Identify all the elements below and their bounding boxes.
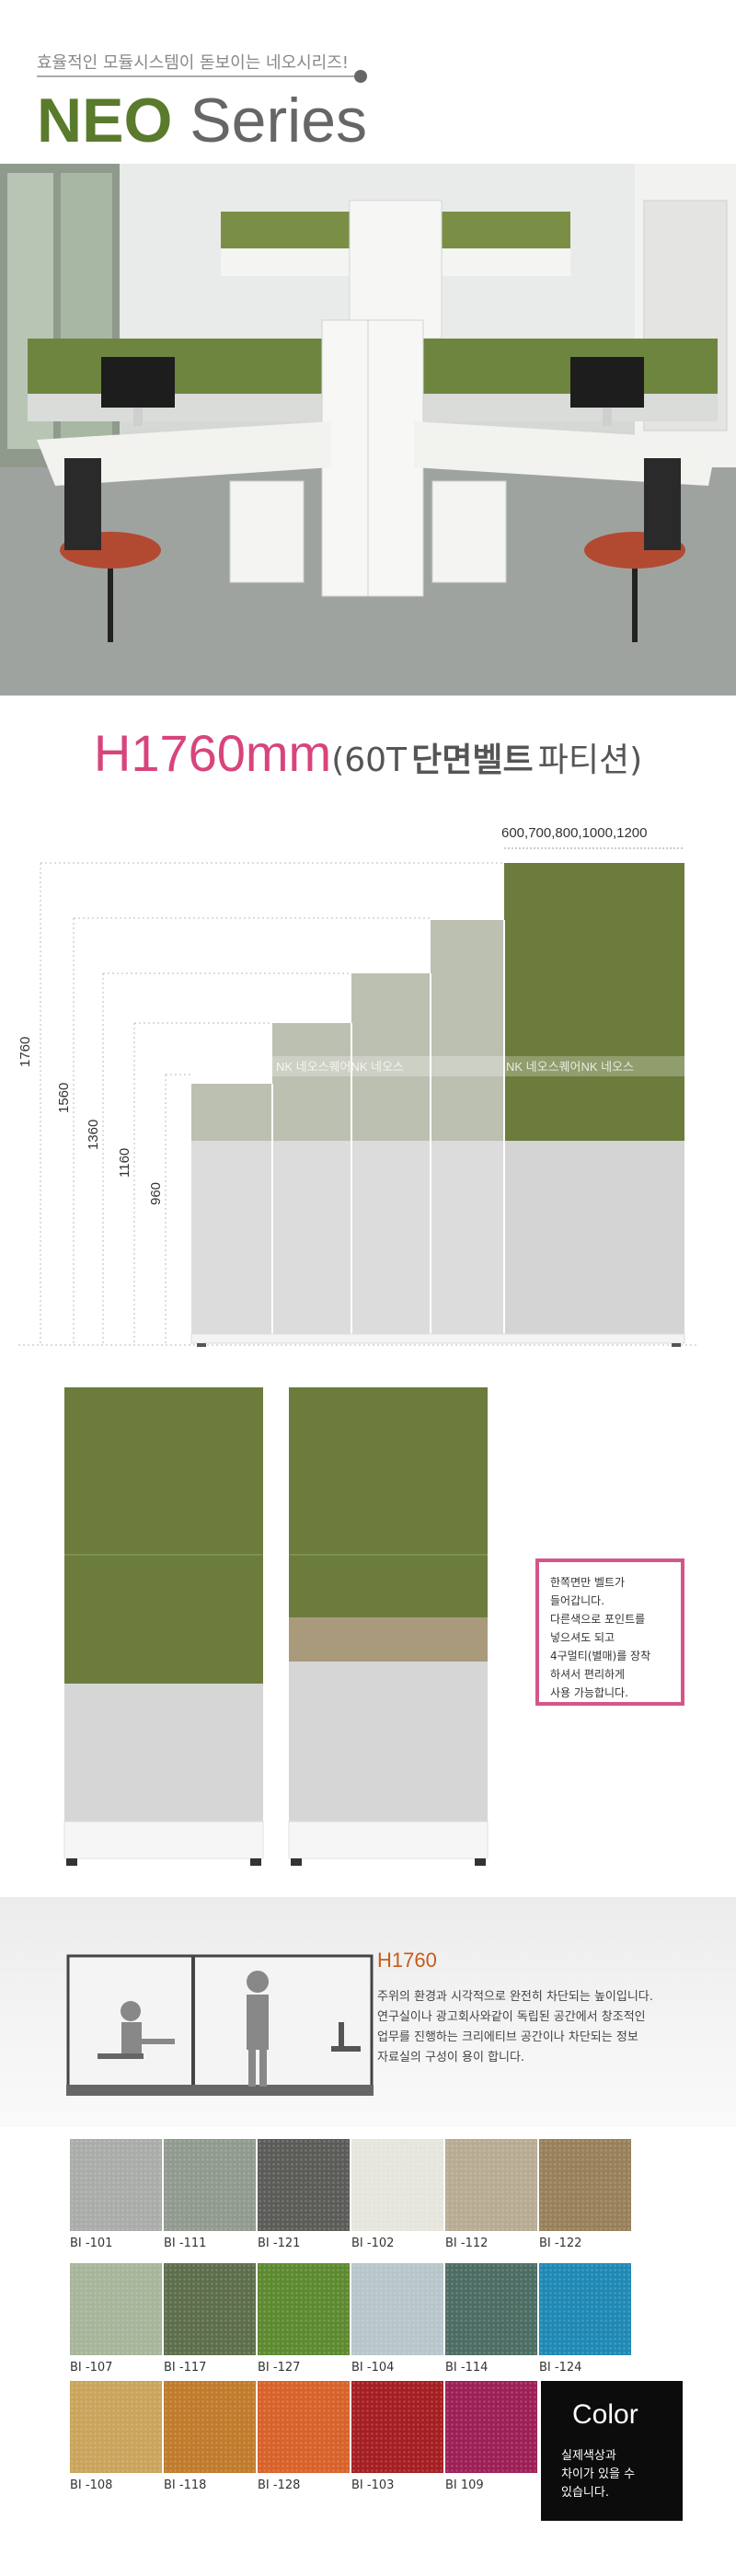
info-line: 업무를 진행하는 크리에티브 공간이나 차단되는 정보 (377, 2030, 638, 2044)
section-title-desc: 단면벨트 (411, 742, 534, 779)
fabric-swatch (445, 2381, 537, 2473)
fabric-swatch (258, 2139, 350, 2231)
fabric-swatch (164, 2263, 256, 2355)
accent-belt (289, 1617, 488, 1662)
section-title-sub: (60T (331, 742, 408, 779)
height-label-1760: 1760 (17, 1037, 33, 1067)
belt-callout: 한쪽면만 벨트가 들어갑니다. 다른색으로 포인트를 넣으셔도 되고 4구멀티(… (535, 1558, 684, 1706)
section-title: H1760mm(60T 단면벨트 파티션) (0, 723, 736, 783)
height-label-960: 960 (148, 1182, 164, 1205)
height-illustration (66, 1954, 374, 2096)
panel-with-belt (288, 1387, 489, 1866)
fabric-swatch (539, 2139, 631, 2231)
fabric-swatch (258, 2381, 350, 2473)
fabric-swatch-code: BI -117 (164, 2361, 207, 2375)
fabric-swatch-code: BI -114 (445, 2361, 489, 2375)
fabric-swatch-code: BI -118 (164, 2478, 207, 2492)
fabric-swatch-code: BI -121 (258, 2237, 301, 2250)
info-line: 자료실의 구성이 용이 합니다. (377, 2051, 525, 2064)
fabric-swatch (70, 2381, 162, 2473)
height-label-1360: 1360 (86, 1120, 101, 1150)
panel-1760-grey (504, 1141, 684, 1334)
callout-line: 들어갑니다. (550, 1594, 605, 1607)
fabric-swatch (539, 2263, 631, 2355)
fabric-swatch (351, 2381, 443, 2473)
belt-comparison-svg (63, 1387, 489, 1866)
fabric-swatch (351, 2263, 443, 2355)
series-title-series: Series (190, 86, 368, 155)
section-title-desc2: 파티션) (537, 742, 643, 779)
panel-base-grey (191, 1141, 504, 1334)
watermark-left: NK 네오스퀘어NK 네오스 (276, 1060, 404, 1074)
page-header: 효율적인 모듈시스템이 돋보이는 네오시리즈! NEO Series (0, 0, 736, 164)
callout-line: 하셔서 편리하게 (550, 1668, 626, 1681)
info-line: 연구실이나 광고회사와같이 독립된 공간에서 창조적인 (377, 2010, 646, 2024)
header-divider (37, 75, 354, 77)
height-label-1560: 1560 (56, 1083, 72, 1113)
callout-line: 사용 가능합니다. (550, 1686, 628, 1699)
belt-comparison (0, 1371, 736, 1895)
color-notice-line: 차이가 있을 수 (561, 2467, 636, 2481)
fabric-swatch-code: BI -128 (258, 2478, 301, 2492)
height-label-1160: 1160 (117, 1148, 132, 1178)
header-tagline: 효율적인 모듈시스템이 돋보이는 네오시리즈! (37, 53, 350, 73)
fabric-swatch-code: BI -104 (351, 2361, 395, 2375)
height-diagram-svg: 600,700,800,1000,1200 1760 1560 1360 116… (17, 825, 699, 1347)
panel-without-belt (63, 1387, 264, 1866)
fabric-swatch-code: BI -108 (70, 2478, 113, 2492)
color-notice-title: Color (572, 2399, 638, 2430)
panel-1760-olive (504, 863, 684, 1141)
height-diagram: 600,700,800,1000,1200 1760 1560 1360 116… (0, 810, 736, 1362)
fabric-swatch-code: BI -103 (351, 2478, 395, 2492)
fabric-swatch-code: BI -127 (258, 2361, 301, 2375)
color-notice-line: 실제색상과 (561, 2449, 616, 2463)
fabric-swatch (445, 2263, 537, 2355)
fabric-swatch-code: BI -124 (539, 2361, 582, 2375)
hero-office-photo (0, 164, 736, 696)
callout-line: 한쪽면만 벨트가 (550, 1576, 626, 1589)
fabric-swatch (445, 2139, 537, 2231)
panel-1160-sage (272, 1023, 351, 1141)
info-title: H1760 (377, 1949, 437, 1972)
color-notice-line: 있습니다. (561, 2486, 609, 2500)
info-line: 주위의 환경과 시각적으로 완전히 차단되는 높이입니다. (377, 1990, 653, 2004)
fabric-swatch (164, 2139, 256, 2231)
color-notice-box: Color 실제색상과 차이가 있을 수 있습니다. (541, 2381, 683, 2521)
fabric-swatch-code: BI -107 (70, 2361, 113, 2375)
callout-line: 4구멀티(별매)를 장착 (550, 1650, 651, 1662)
width-label: 600,700,800,1000,1200 (501, 825, 648, 841)
fabric-swatch-code: BI -102 (351, 2237, 395, 2250)
fabric-swatch-code: BI -122 (539, 2237, 582, 2250)
office-illustration (0, 164, 736, 696)
fabric-swatch (164, 2381, 256, 2473)
series-title-neo: NEO (37, 86, 173, 155)
header-dot (354, 70, 367, 83)
panel-1360-sage (351, 973, 431, 1141)
fabric-swatch-code: BI 109 (445, 2478, 484, 2492)
fabric-swatch-code: BI -111 (164, 2237, 207, 2250)
watermark-right: NK 네오스퀘어NK 네오스 (506, 1060, 634, 1074)
fabric-swatch (70, 2139, 162, 2231)
color-notice-desc: 실제색상과 차이가 있을 수 있습니다. (561, 2447, 676, 2502)
fabric-swatch (70, 2263, 162, 2355)
fabric-swatch-code: BI -112 (445, 2237, 489, 2250)
fabric-swatch (258, 2263, 350, 2355)
callout-line: 넣으셔도 되고 (550, 1631, 615, 1644)
panel-1560-sage (431, 920, 504, 1141)
callout-line: 다른색으로 포인트를 (550, 1613, 646, 1626)
section-title-main: H1760mm (93, 724, 332, 782)
panel-960-sage (191, 1084, 272, 1141)
series-title: NEO Series (37, 79, 367, 162)
fabric-swatch-code: BI -101 (70, 2237, 113, 2250)
height-info-section: H1760 주위의 환경과 시각적으로 완전히 차단되는 높이입니다. 연구실이… (0, 1897, 736, 2127)
info-body: 주위의 환경과 시각적으로 완전히 차단되는 높이입니다. 연구실이나 광고회사… (377, 1987, 727, 2068)
fabric-swatch (351, 2139, 443, 2231)
